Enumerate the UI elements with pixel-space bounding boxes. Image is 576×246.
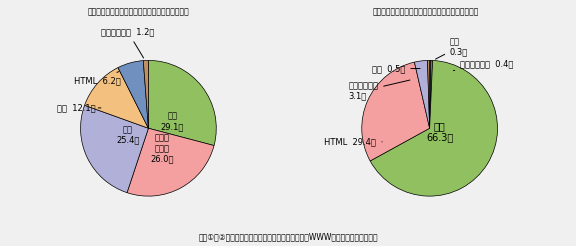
- Text: 音声  12.1％: 音声 12.1％: [57, 103, 101, 112]
- Text: HTML  29.4％: HTML 29.4％: [324, 137, 382, 146]
- Wedge shape: [118, 61, 149, 128]
- Text: 文書／データ
3.1％: 文書／データ 3.1％: [348, 80, 410, 101]
- Wedge shape: [143, 61, 149, 128]
- Text: 動画
29.1％: 動画 29.1％: [161, 112, 184, 131]
- Wedge shape: [414, 61, 430, 128]
- Wedge shape: [85, 68, 149, 128]
- Wedge shape: [430, 61, 433, 128]
- Wedge shape: [127, 128, 214, 196]
- Wedge shape: [81, 105, 149, 193]
- Text: 音声  0.5％: 音声 0.5％: [372, 64, 420, 73]
- Wedge shape: [370, 61, 498, 196]
- Text: 画像
25.4％: 画像 25.4％: [116, 125, 140, 145]
- Title: 【総ファイル数におけるファイルタイプ別の比率】: 【総ファイル数におけるファイルタイプ別の比率】: [373, 7, 479, 16]
- Wedge shape: [149, 61, 216, 146]
- Wedge shape: [427, 61, 430, 128]
- Wedge shape: [362, 62, 430, 161]
- Text: 不明／その他  1.2％: 不明／その他 1.2％: [101, 28, 155, 58]
- Text: 動画
0.3％: 動画 0.3％: [435, 37, 468, 59]
- Text: HTML  6.2％: HTML 6.2％: [74, 72, 120, 85]
- Text: 文書／
データ
26.0％: 文書／ データ 26.0％: [150, 134, 174, 164]
- Text: 画像
66.3％: 画像 66.3％: [426, 121, 453, 142]
- Wedge shape: [430, 61, 431, 128]
- Text: 不明／その他  0.4％: 不明／その他 0.4％: [453, 59, 514, 71]
- Title: 【総データ量におけるファイルタイプ別の比率】: 【総データ量におけるファイルタイプ別の比率】: [88, 7, 189, 16]
- Text: 図表①、②　（出典）総務省情報通信政策研究所「WWWコンテンツ統計調査」: 図表①、② （出典）総務省情報通信政策研究所「WWWコンテンツ統計調査」: [198, 232, 378, 241]
